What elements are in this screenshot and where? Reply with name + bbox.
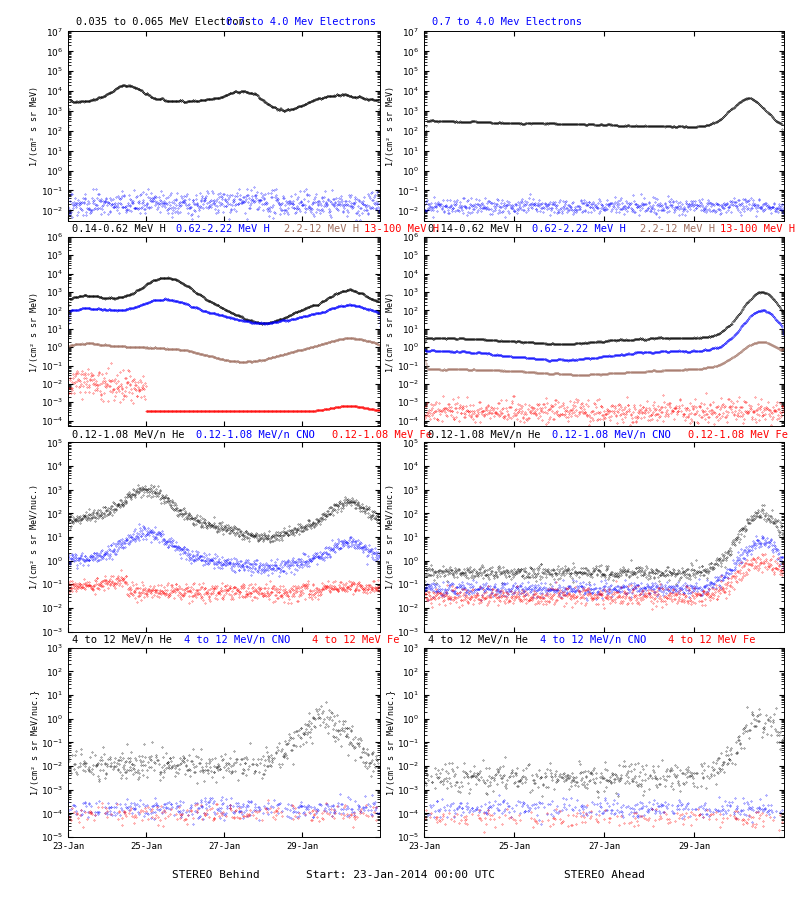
Y-axis label: 1/(cm² s sr MeV): 1/(cm² s sr MeV) [386, 86, 395, 166]
Y-axis label: 1/(cm² s sr MeV/nuc.}: 1/(cm² s sr MeV/nuc.} [30, 690, 39, 795]
Text: 0.12-1.08 MeV/n He: 0.12-1.08 MeV/n He [428, 429, 541, 439]
Text: 0.035 to 0.065 MeV Electrons: 0.035 to 0.065 MeV Electrons [76, 17, 251, 27]
Text: 0.14-0.62 MeV H: 0.14-0.62 MeV H [428, 224, 522, 234]
Y-axis label: 1/(cm² s sr MeV/nuc.): 1/(cm² s sr MeV/nuc.) [30, 484, 39, 590]
Text: STEREO Ahead: STEREO Ahead [563, 869, 645, 879]
Text: 0.12-1.08 MeV/n He: 0.12-1.08 MeV/n He [72, 429, 185, 439]
Text: 0.7 to 4.0 Mev Electrons: 0.7 to 4.0 Mev Electrons [432, 17, 582, 27]
Text: 4 to 12 MeV/n CNO: 4 to 12 MeV/n CNO [540, 635, 646, 645]
Text: 0.62-2.22 MeV H: 0.62-2.22 MeV H [176, 224, 270, 234]
Text: 2.2-12 MeV H: 2.2-12 MeV H [640, 224, 715, 234]
Text: 0.12-1.08 MeV Fe: 0.12-1.08 MeV Fe [688, 429, 788, 439]
Y-axis label: 1/(cm² s sr MeV/nuc.}: 1/(cm² s sr MeV/nuc.} [386, 690, 395, 795]
Text: STEREO Behind: STEREO Behind [172, 869, 260, 879]
Y-axis label: 1/(cm² s sr MeV): 1/(cm² s sr MeV) [30, 86, 39, 166]
Text: 0.62-2.22 MeV H: 0.62-2.22 MeV H [532, 224, 626, 234]
Text: 4 to 12 MeV Fe: 4 to 12 MeV Fe [668, 635, 755, 645]
Text: 13-100 MeV H: 13-100 MeV H [364, 224, 439, 234]
Text: Start: 23-Jan-2014 00:00 UTC: Start: 23-Jan-2014 00:00 UTC [306, 869, 494, 879]
Text: 0.12-1.08 MeV Fe: 0.12-1.08 MeV Fe [332, 429, 432, 439]
Text: 4 to 12 MeV Fe: 4 to 12 MeV Fe [312, 635, 399, 645]
Text: 13-100 MeV H: 13-100 MeV H [720, 224, 795, 234]
Text: 2.2-12 MeV H: 2.2-12 MeV H [284, 224, 359, 234]
Y-axis label: 1/(cm² s sr MeV): 1/(cm² s sr MeV) [386, 292, 395, 372]
Y-axis label: 1/(cm² s sr MeV/nuc.): 1/(cm² s sr MeV/nuc.) [386, 484, 395, 590]
Text: 4 to 12 MeV/n CNO: 4 to 12 MeV/n CNO [184, 635, 290, 645]
Text: 0.12-1.08 MeV/n CNO: 0.12-1.08 MeV/n CNO [196, 429, 314, 439]
Text: 4 to 12 MeV/n He: 4 to 12 MeV/n He [428, 635, 528, 645]
Text: 4 to 12 MeV/n He: 4 to 12 MeV/n He [72, 635, 172, 645]
Y-axis label: 1/(cm² s sr MeV): 1/(cm² s sr MeV) [30, 292, 39, 372]
Text: 0.12-1.08 MeV/n CNO: 0.12-1.08 MeV/n CNO [552, 429, 670, 439]
Text: 0.14-0.62 MeV H: 0.14-0.62 MeV H [72, 224, 166, 234]
Text: 0.7 to 4.0 Mev Electrons: 0.7 to 4.0 Mev Electrons [226, 17, 376, 27]
